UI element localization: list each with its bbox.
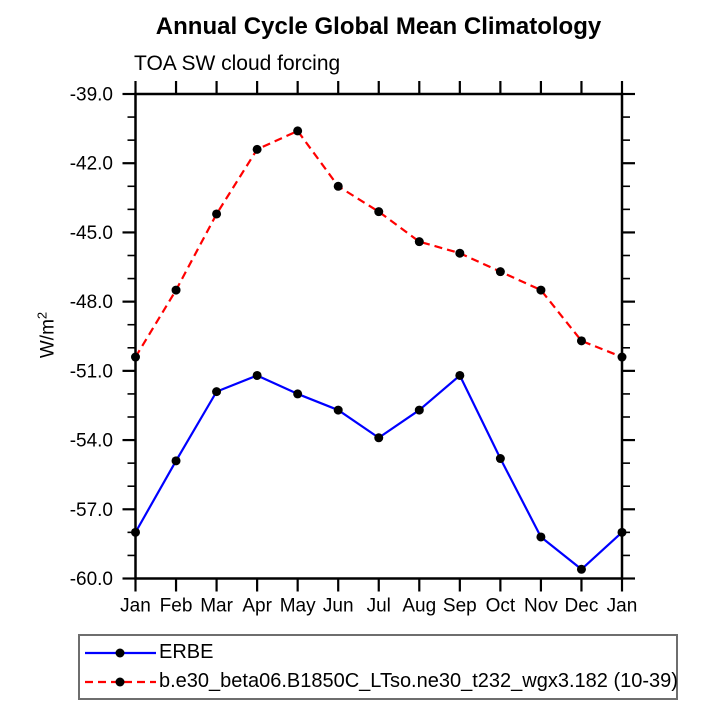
y-axis-tick-label: -42.0	[70, 154, 113, 175]
chart-title: Annual Cycle Global Mean Climatology	[155, 13, 602, 40]
data-point-marker	[252, 370, 262, 380]
data-point-marker	[576, 564, 586, 574]
x-axis-tick-label: Dec	[565, 596, 599, 617]
data-point-marker	[374, 207, 384, 217]
data-point-marker	[536, 285, 546, 295]
data-point-marker	[495, 267, 505, 277]
data-point-marker	[455, 248, 465, 258]
series-markers-model	[131, 126, 627, 362]
axis-tick-labels: Jan Feb Mar Apr May Jun Jul Aug Sep Oct Nov Dec Jan-…	[70, 85, 638, 617]
data-point-marker	[333, 405, 343, 415]
x-axis-tick-label: Jan	[607, 596, 638, 617]
data-point-marker	[576, 336, 586, 346]
data-point-marker	[293, 126, 303, 136]
data-point-marker	[414, 405, 424, 415]
x-axis-tick-label: Jun	[323, 596, 354, 617]
y-axis-tick-label: -39.0	[70, 85, 113, 106]
data-point-marker	[536, 532, 546, 542]
data-point-marker	[617, 527, 627, 537]
axis-major-ticks	[122, 81, 635, 592]
plot-frame	[134, 92, 624, 580]
series-line-erbe	[134, 374, 623, 571]
chart-subtitle: TOA SW cloud forcing	[134, 52, 341, 75]
x-axis-tick-label: Mar	[200, 596, 233, 617]
series-markers-erbe	[131, 370, 627, 574]
data-point-marker	[171, 285, 181, 295]
legend-label-erbe: ERBE	[159, 641, 214, 663]
legend-box: ERBE b.e30_beta06.B1850C_LTso.ne30_t232_…	[78, 634, 678, 700]
x-axis-tick-label: Aug	[402, 596, 436, 617]
legend-label-model: b.e30_beta06.B1850C_LTso.ne30_t232_wgx3.…	[159, 670, 678, 692]
x-axis-tick-label: Jul	[367, 596, 391, 617]
series-line-model	[134, 129, 623, 359]
y-axis-tick-label: -51.0	[70, 361, 113, 382]
y-axis-tick-label: -48.0	[70, 292, 113, 313]
x-axis-tick-label: Jan	[120, 596, 151, 617]
data-point-marker	[212, 209, 222, 219]
data-point-marker	[617, 352, 627, 362]
x-axis-tick-label: Apr	[242, 596, 272, 617]
legend-dashed-line-sample	[85, 677, 156, 686]
legend-item-erbe: ERBE	[83, 641, 676, 664]
legend-solid-line-sample	[85, 648, 156, 657]
x-axis-tick-label: Sep	[443, 596, 477, 617]
x-axis-tick-label: Oct	[486, 596, 516, 617]
data-point-marker	[333, 181, 343, 191]
data-point-marker	[212, 387, 222, 397]
y-axis-tick-label: -45.0	[70, 223, 113, 244]
data-point-marker	[252, 144, 262, 154]
y-axis-tick-label: -60.0	[70, 569, 113, 590]
x-axis-tick-label: May	[280, 596, 316, 617]
data-point-marker	[131, 527, 140, 537]
y-axis-tick-label: -57.0	[70, 500, 113, 521]
data-point-marker	[414, 237, 424, 247]
data-point-marker	[455, 370, 465, 380]
data-point-marker	[374, 433, 384, 443]
x-axis-tick-label: Feb	[160, 596, 193, 617]
data-point-marker	[293, 389, 303, 399]
y-axis-tick-label: -54.0	[70, 431, 113, 452]
legend-item-model: b.e30_beta06.B1850C_LTso.ne30_t232_wgx3.…	[83, 670, 678, 693]
axis-minor-ticks	[127, 116, 630, 557]
data-point-marker	[131, 352, 140, 362]
data-point-marker	[495, 454, 505, 464]
x-axis-tick-label: Nov	[524, 596, 558, 617]
data-point-marker	[171, 456, 181, 466]
